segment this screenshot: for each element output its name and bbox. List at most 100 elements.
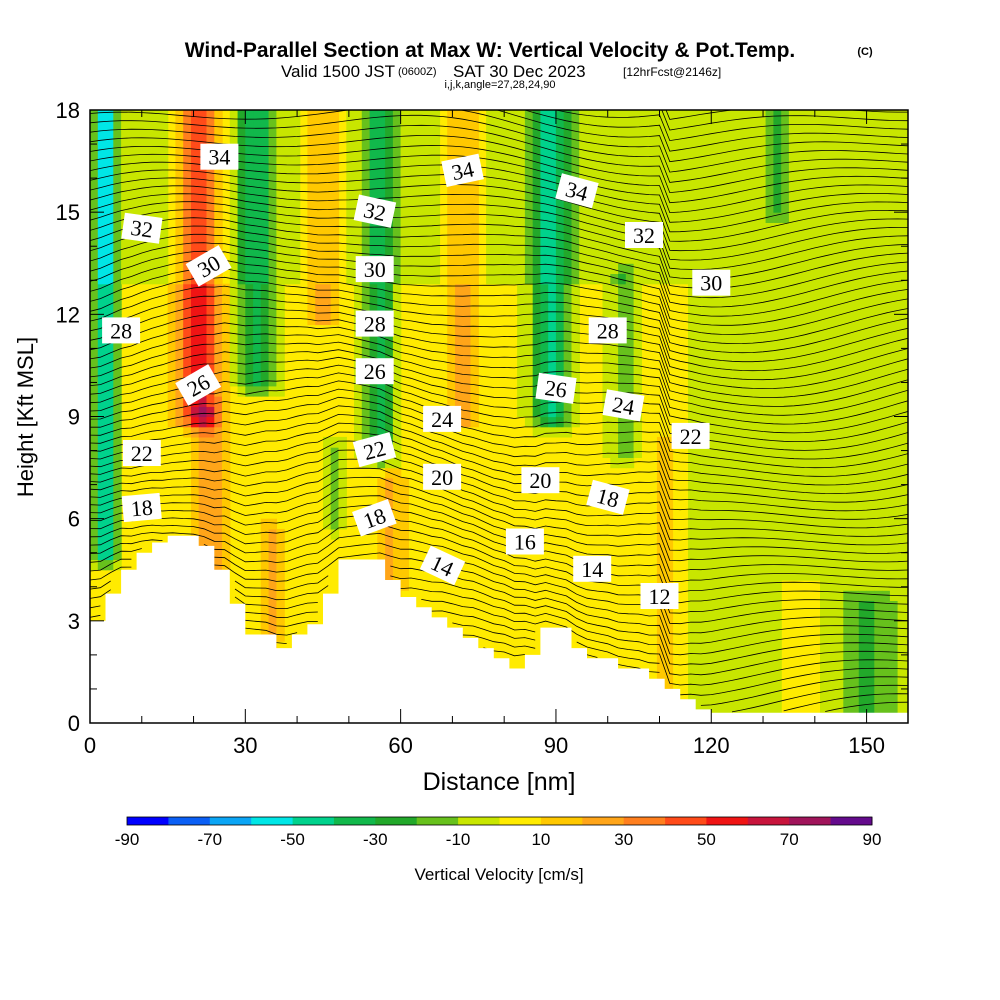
velocity-cell [773,436,782,448]
velocity-cell [594,110,604,121]
velocity-cell [843,457,852,469]
velocity-cell [610,263,619,274]
contour-label-box [175,364,222,406]
velocity-cell [260,110,270,121]
velocity-cell [90,242,99,254]
velocity-cell [788,120,798,131]
velocity-cell [385,396,394,407]
velocity-cell [742,334,751,346]
velocity-cell [540,365,549,377]
velocity-cell [804,528,813,540]
velocity-cell [812,222,821,234]
velocity-cell [843,702,852,714]
velocity-cell [781,293,790,305]
velocity-cell [905,569,908,581]
velocity-cell [703,549,712,561]
velocity-cell [330,120,340,131]
velocity-cell [750,671,759,683]
velocity-cell [284,232,293,244]
velocity-cell [191,181,200,193]
velocity-cell [276,212,285,223]
velocity-cell [159,171,169,183]
velocity-cell [501,253,510,264]
velocity-cell [253,232,262,244]
velocity-cell [672,212,681,223]
velocity-cell [276,549,285,561]
velocity-cell [688,345,697,356]
velocity-cell [664,610,674,622]
velocity-cell [183,171,192,183]
velocity-cell [827,426,837,438]
velocity-cell [594,191,604,203]
velocity-cell [882,324,891,336]
velocity-cell [843,436,852,448]
velocity-cell [198,457,208,469]
colorbar-swatch [706,817,749,825]
velocity-cell [874,436,883,448]
velocity-cell [866,620,875,632]
velocity-cell [781,467,790,479]
velocity-cell [555,355,565,366]
velocity-cell [159,191,169,203]
velocity-cell [851,232,860,244]
velocity-cell [400,569,409,581]
velocity-cell [97,477,107,489]
velocity-cell [245,375,254,387]
velocity-cell [90,447,99,458]
velocity-cell [688,467,697,479]
velocity-cell [858,600,868,612]
velocity-cell [804,355,813,366]
velocity-cell [750,600,759,612]
velocity-cell [260,120,270,131]
velocity-cell [726,293,736,305]
velocity-cell [781,253,790,264]
velocity-cell [788,457,798,469]
contour-label: 30 [692,269,731,296]
velocity-cell [470,375,479,387]
velocity-cell [338,508,347,520]
velocity-cell [354,426,363,438]
velocity-cell [198,467,208,479]
velocity-cell [532,334,542,346]
velocity-cell [455,253,464,264]
velocity-cell [563,150,573,162]
velocity-cell [369,334,378,346]
velocity-cell [284,110,293,121]
velocity-cell [757,539,767,550]
velocity-cell [377,110,386,121]
velocity-cell [540,406,549,418]
velocity-cell [486,150,495,162]
velocity-cell [788,345,798,356]
velocity-cell [719,702,728,714]
velocity-cell [136,161,145,172]
velocity-cell [726,365,736,377]
forecast-info: [12hrFcst@2146z] [623,65,721,79]
velocity-cell [719,631,728,642]
velocity-cell [97,559,107,571]
velocity-cell [866,222,875,234]
velocity-cell [750,273,759,285]
x-tick-label: 30 [233,733,257,758]
velocity-cell [703,620,712,632]
velocity-cell [594,212,604,223]
velocity-cell [796,396,806,407]
velocity-cell [214,304,223,315]
velocity-cell [641,273,650,285]
velocity-cell [276,130,285,142]
velocity-cell [742,171,751,183]
velocity-cell [361,171,371,183]
velocity-cell [447,110,456,121]
velocity-cell [408,253,417,264]
velocity-cell [905,661,908,673]
velocity-cell [889,314,899,326]
velocity-cell [229,345,239,356]
velocity-cell [237,273,246,285]
contour-label-box [640,583,679,609]
velocity-cell [726,385,736,397]
velocity-cell [719,498,728,509]
velocity-cell [827,518,837,530]
velocity-cell [563,161,573,172]
velocity-cell [874,191,883,203]
velocity-cell [719,549,728,561]
velocity-cell [711,651,720,663]
